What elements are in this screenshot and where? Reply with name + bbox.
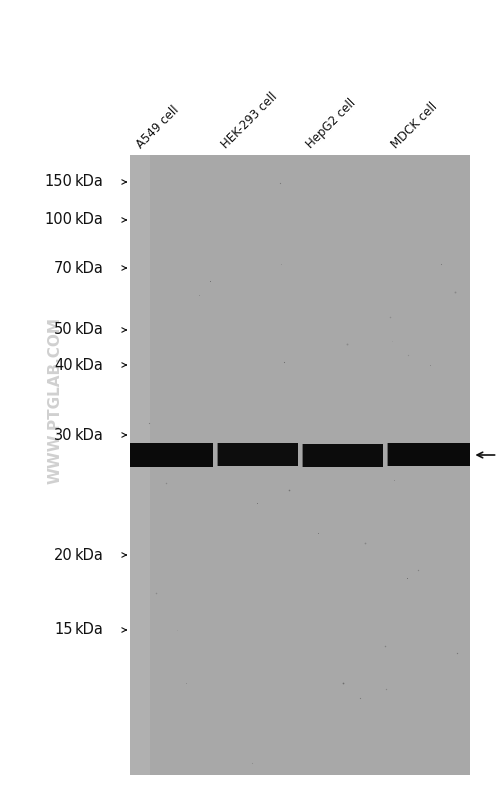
Text: 50: 50	[54, 323, 72, 337]
Text: 100: 100	[44, 213, 72, 228]
Bar	[298, 441, 302, 469]
Bar	[386, 443, 470, 466]
Text: kDa: kDa	[75, 213, 104, 228]
Text: kDa: kDa	[75, 427, 104, 443]
Text: MDCK cell: MDCK cell	[388, 100, 440, 151]
Bar	[302, 444, 384, 467]
Text: HEK-293 cell: HEK-293 cell	[218, 90, 280, 151]
Bar	[212, 441, 218, 469]
Text: 40: 40	[54, 357, 72, 372]
Text: kDa: kDa	[75, 260, 104, 276]
Text: WWW.PTGLAB.COM: WWW.PTGLAB.COM	[48, 316, 62, 483]
Text: HepG2 cell: HepG2 cell	[304, 97, 358, 151]
Text: 15: 15	[54, 622, 72, 638]
Bar	[382, 441, 388, 469]
Text: 70: 70	[54, 260, 72, 276]
Text: kDa: kDa	[75, 547, 104, 562]
Bar	[216, 443, 298, 466]
Text: kDa: kDa	[75, 174, 104, 189]
Bar	[130, 155, 470, 775]
Text: 20: 20	[54, 547, 72, 562]
Bar	[130, 443, 214, 467]
Text: kDa: kDa	[75, 323, 104, 337]
Text: A549 cell: A549 cell	[134, 103, 182, 151]
Text: kDa: kDa	[75, 622, 104, 638]
Text: 30: 30	[54, 427, 72, 443]
Text: 150: 150	[44, 174, 72, 189]
Text: kDa: kDa	[75, 357, 104, 372]
Bar	[130, 155, 150, 775]
